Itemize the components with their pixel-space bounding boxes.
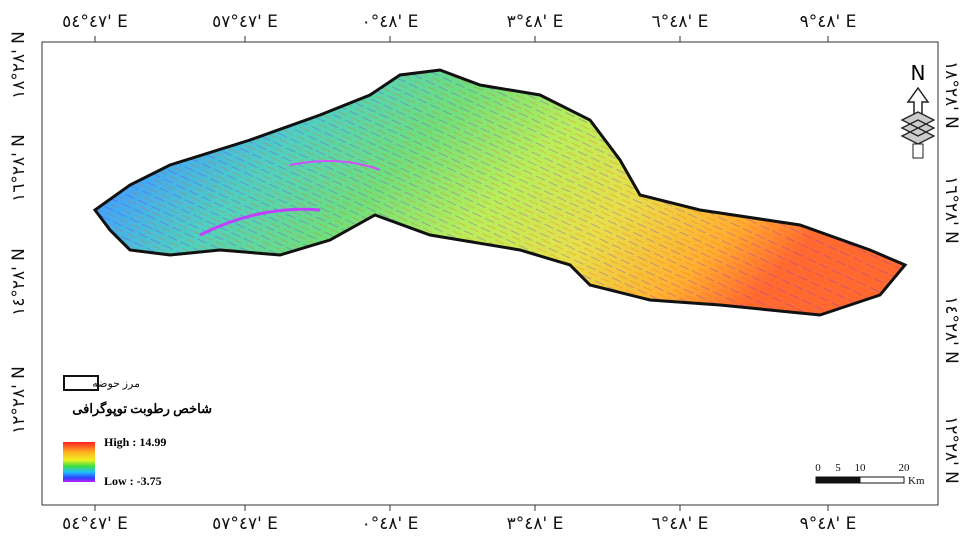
stream: [199, 207, 321, 237]
bottom-coord-label: ٤٧°٥٤' E: [62, 514, 128, 534]
bottom-coord-label: ٤٧°٥٧' E: [212, 514, 278, 534]
high-label: High : 14.99: [104, 435, 166, 449]
scale-tick-label: 20: [899, 462, 911, 474]
legend-title: شاخص رطوبت توپوگرافی: [72, 400, 212, 417]
top-coord-label: ٤٨°٣' E: [507, 12, 564, 32]
top-coord-label: ٤٨°٩' E: [800, 12, 857, 32]
right-coord-label: ٢٨°١٦' N: [941, 176, 961, 244]
north-arrow: N: [900, 61, 936, 159]
left-coord-label: ٢٨°١٢' N: [9, 366, 29, 434]
right-coord-label: ٢٨°١٤' N: [941, 296, 961, 364]
bottom-coord-label: ٤٨°٠' E: [362, 514, 419, 534]
color-ramp: [63, 442, 95, 482]
top-coord-label: ٤٧°٥٧' E: [212, 12, 278, 32]
north-label: N: [911, 61, 926, 85]
scale-tick-label: 10: [855, 462, 867, 474]
bottom-coord-label: ٤٨°٦' E: [652, 514, 709, 534]
low-label: Low : -3.75: [104, 474, 162, 488]
scale-tick-label: 5: [835, 462, 841, 474]
legend: مرز حوضه شاخص رطوبت توپوگرافی High : 14.…: [63, 375, 212, 488]
left-coord-label: ٢٨°١٨' N: [9, 31, 29, 99]
stream: [289, 160, 381, 171]
scale-segment: [859, 476, 905, 484]
top-coord-label: ٤٨°٠' E: [362, 12, 419, 32]
arrow-stack: [900, 111, 936, 145]
right-coord-label: ٢٨°١٢' N: [941, 416, 961, 484]
top-coord-label: ٤٧°٥٤' E: [62, 12, 128, 32]
arrow-base: [912, 143, 924, 159]
basin-boundary: [92, 68, 908, 317]
scale-tick-label: 0: [815, 462, 821, 474]
left-coord-label: ٢٨°١٤' N: [9, 248, 29, 316]
basin: [92, 68, 908, 317]
boundary-label: مرز حوضه: [92, 378, 140, 390]
bottom-coord-label: ٤٨°٩' E: [800, 514, 857, 534]
top-coord-label: ٤٨°٦' E: [652, 12, 709, 32]
scale-unit: Km: [908, 475, 925, 487]
scale-segment: [815, 476, 861, 484]
bottom-coord-label: ٤٨°٣' E: [507, 514, 564, 534]
left-coord-label: ٢٨°١٦' N: [9, 134, 29, 202]
right-coord-label: ٢٨°١٨' N: [941, 61, 961, 129]
boundary-swatch: [63, 375, 99, 391]
